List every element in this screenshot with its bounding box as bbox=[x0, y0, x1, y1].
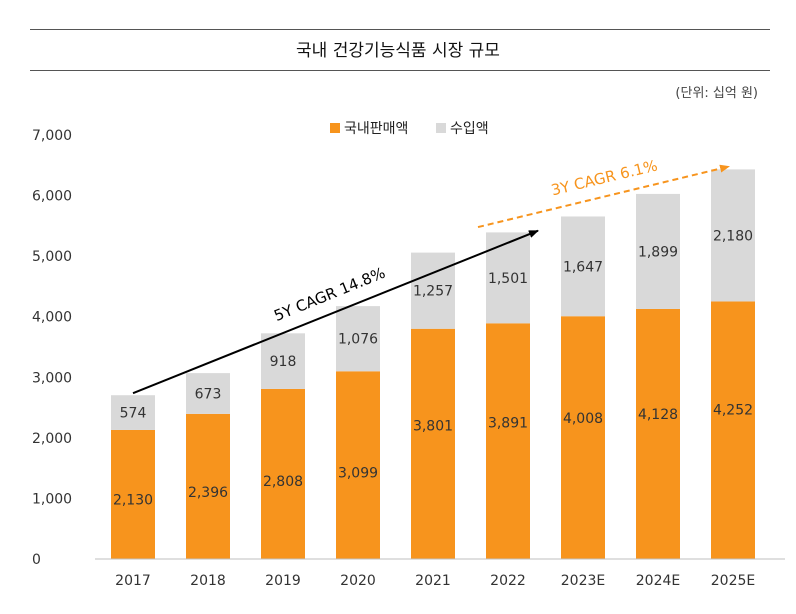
bar-import-2023E bbox=[561, 216, 605, 317]
data-label-domestic: 4,252 bbox=[713, 403, 753, 419]
data-label-import: 1,647 bbox=[563, 259, 603, 275]
legend-swatch-domestic bbox=[330, 123, 340, 133]
data-label-domestic: 4,128 bbox=[638, 407, 678, 423]
x-tick-label: 2024E bbox=[636, 573, 680, 589]
x-tick-label: 2023E bbox=[561, 573, 605, 589]
bar-domestic-2018 bbox=[186, 413, 230, 559]
bar-domestic-2024E bbox=[636, 308, 680, 559]
x-tick-label: 2020 bbox=[340, 573, 376, 589]
data-label-domestic: 2,130 bbox=[113, 493, 153, 509]
bar-domestic-2025E bbox=[711, 301, 755, 559]
legend-label-domestic: 국내판매액 bbox=[344, 121, 408, 137]
fcst-cagr-label: 3Y CAGR 6.1% bbox=[549, 156, 659, 199]
bar-domestic-2021 bbox=[411, 328, 455, 559]
x-tick-label: 2021 bbox=[415, 573, 451, 589]
unit-note: (단위: 십억 원) bbox=[675, 86, 758, 101]
bar-import-2017 bbox=[111, 395, 155, 430]
y-tick-label: 2,000 bbox=[32, 431, 72, 447]
data-label-domestic: 3,099 bbox=[338, 466, 378, 482]
bar-import-2024E bbox=[636, 193, 680, 309]
data-label-import: 1,257 bbox=[413, 284, 453, 300]
legend-swatch-import bbox=[436, 123, 446, 133]
y-tick-label: 6,000 bbox=[32, 189, 72, 205]
bar-domestic-2017 bbox=[111, 429, 155, 559]
y-tick-label: 7,000 bbox=[32, 128, 72, 144]
legend-label-import: 수입액 bbox=[450, 121, 489, 137]
data-label-import: 2,180 bbox=[713, 228, 753, 244]
x-tick-label: 2017 bbox=[115, 573, 151, 589]
bar-domestic-2020 bbox=[336, 371, 380, 559]
bar-domestic-2022 bbox=[486, 323, 530, 559]
y-tick-label: 0 bbox=[32, 552, 41, 568]
bar-import-2025E bbox=[711, 169, 755, 302]
data-label-domestic: 3,891 bbox=[488, 415, 528, 431]
y-tick-label: 4,000 bbox=[32, 310, 72, 326]
data-label-import: 1,899 bbox=[638, 244, 678, 260]
x-tick-label: 2018 bbox=[190, 573, 226, 589]
y-tick-label: 1,000 bbox=[32, 491, 72, 507]
data-label-domestic: 2,396 bbox=[188, 485, 228, 501]
hist-cagr-arrow bbox=[132, 229, 539, 395]
bar-import-2019 bbox=[261, 333, 305, 389]
data-label-import: 918 bbox=[270, 354, 297, 370]
top-rule bbox=[30, 29, 770, 30]
x-tick-label: 2019 bbox=[265, 573, 301, 589]
data-label-domestic: 2,808 bbox=[263, 474, 303, 490]
x-tick-label: 2022 bbox=[490, 573, 526, 589]
bar-import-2018 bbox=[186, 373, 230, 414]
bar-domestic-2019 bbox=[261, 388, 305, 559]
data-label-domestic: 4,008 bbox=[563, 411, 603, 427]
chart-title: 국내 건강기능식품 시장 규모 bbox=[296, 41, 500, 61]
bar-domestic-2023E bbox=[561, 316, 605, 559]
title-rule bbox=[30, 70, 770, 71]
data-label-import: 673 bbox=[195, 386, 222, 402]
data-label-import: 1,501 bbox=[488, 271, 528, 287]
fcst-cagr-arrow bbox=[477, 164, 730, 229]
data-label-import: 1,076 bbox=[338, 332, 378, 348]
x-tick-label: 2025E bbox=[711, 573, 755, 589]
data-label-domestic: 3,801 bbox=[413, 418, 453, 434]
y-tick-label: 3,000 bbox=[32, 370, 72, 386]
y-tick-label: 5,000 bbox=[32, 249, 72, 265]
bar-import-2020 bbox=[336, 306, 380, 372]
bar-import-2021 bbox=[411, 252, 455, 329]
data-label-import: 574 bbox=[120, 406, 147, 422]
